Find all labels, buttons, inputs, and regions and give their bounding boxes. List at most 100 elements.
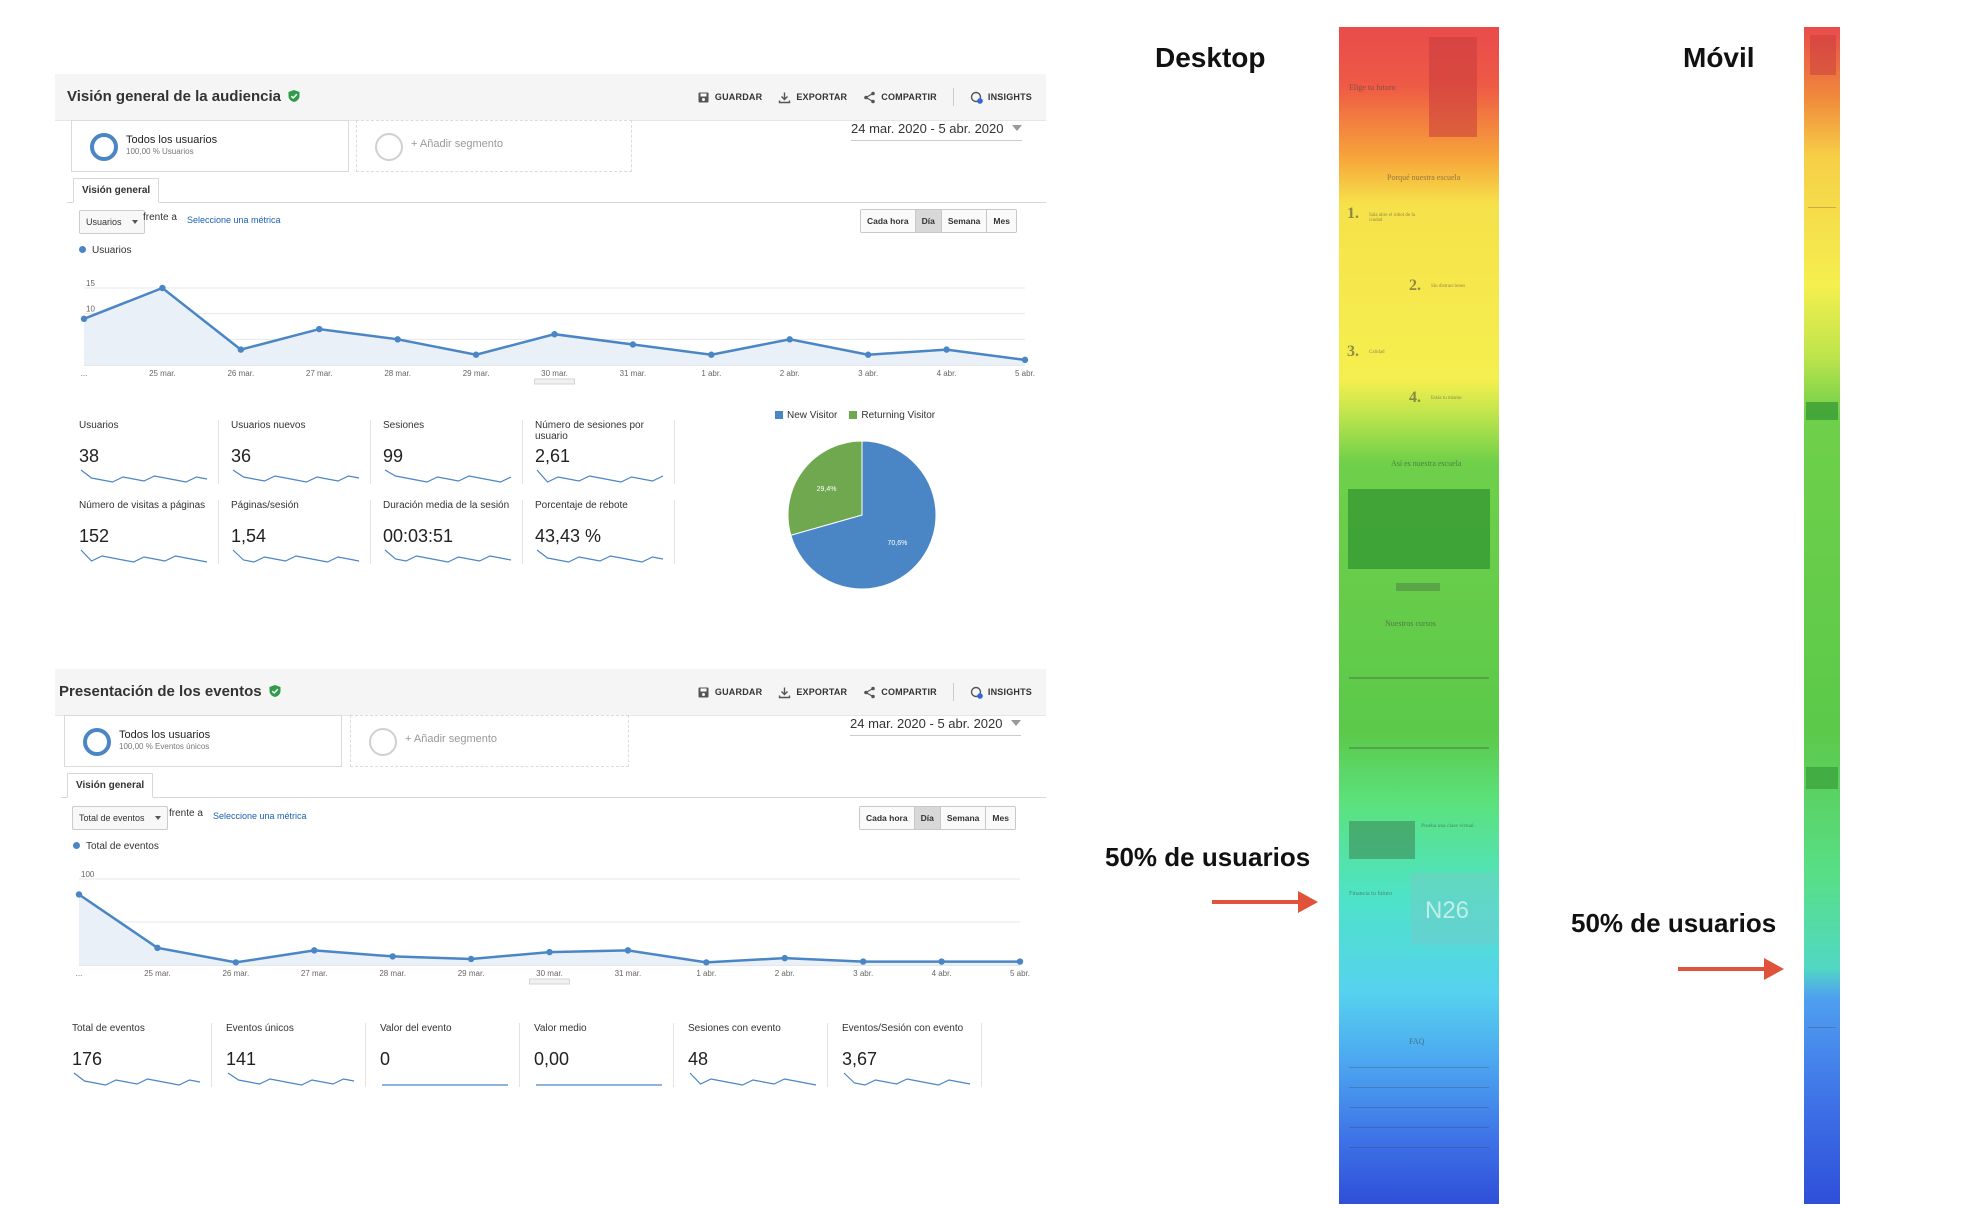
tab-overview[interactable]: Visión general — [73, 178, 160, 203]
granularity-day-button[interactable]: Día — [914, 210, 941, 232]
export-button[interactable]: EXPORTAR — [778, 91, 847, 104]
select-metric-link[interactable]: Seleccione una métrica — [187, 215, 281, 225]
data-point — [316, 325, 323, 333]
share-button[interactable]: COMPARTIR — [863, 91, 937, 104]
metric-value: 0 — [380, 1049, 391, 1069]
metric-card[interactable]: Total de eventos 176 — [72, 1023, 212, 1089]
save-button[interactable]: GUARDAR — [697, 91, 762, 104]
granularity-day-button[interactable]: Día — [913, 807, 940, 829]
sparkline-path — [536, 549, 664, 563]
granularity-hourly-button[interactable]: Cada hora — [860, 807, 914, 829]
line-chart: 50100...25 mar.26 mar.27 mar.28 mar.29 m… — [76, 870, 1030, 985]
insights-icon — [970, 91, 983, 104]
metric-label: Valor del evento — [380, 1023, 452, 1034]
metric-card[interactable]: Número de visitas a páginas 152 — [79, 500, 219, 566]
metric-divider — [519, 1023, 520, 1087]
school-heading: Así es nuestra escuela — [1391, 459, 1462, 468]
download-icon — [779, 92, 791, 103]
metric-card[interactable]: Páginas/sesión 1,54 — [231, 500, 371, 566]
insights-button[interactable]: INSIGHTS — [970, 91, 1032, 104]
metric-card[interactable]: Duración media de la sesión 00:03:51 — [383, 500, 523, 566]
sparkline-path — [536, 469, 664, 483]
step-3-text: Calidad — [1369, 350, 1385, 355]
faq-row — [1349, 1127, 1489, 1128]
faq-row — [1349, 1107, 1489, 1108]
date-range-text: 24 mar. 2020 - 5 abr. 2020 — [850, 716, 1003, 731]
tab-overview[interactable]: Visión general — [67, 773, 154, 798]
save-button[interactable]: GUARDAR — [697, 686, 762, 699]
metric-sparkline — [536, 1084, 662, 1086]
metric-divider — [370, 420, 371, 484]
x-tick-label: ... — [81, 369, 88, 378]
step-1-number: 1. — [1347, 205, 1359, 222]
date-range-text: 24 mar. 2020 - 5 abr. 2020 — [851, 121, 1004, 136]
segment-all-users[interactable]: Todos los usuarios 100,00 % Usuarios — [71, 120, 349, 172]
date-range-picker[interactable]: 24 mar. 2020 - 5 abr. 2020 — [851, 121, 1022, 141]
data-point — [232, 959, 240, 966]
granularity-toggle: Cada hora Día Semana Mes — [859, 806, 1016, 830]
data-point — [781, 954, 788, 962]
data-point — [859, 958, 867, 965]
data-point — [786, 336, 793, 343]
metric-sparkline — [232, 549, 360, 563]
data-point — [551, 331, 558, 338]
metric-card[interactable]: Porcentaje de rebote 43,43 % — [535, 500, 675, 566]
insights-button[interactable]: INSIGHTS — [970, 686, 1032, 699]
chart-resize-handle — [529, 978, 570, 985]
metric-card[interactable]: Eventos únicos 141 — [226, 1023, 366, 1089]
courses-heading: Nuestros cursos — [1385, 619, 1436, 628]
metric-divider — [827, 1023, 828, 1087]
pie-legend-returning: Returning Visitor — [849, 410, 935, 421]
share-icon — [864, 686, 876, 698]
pie-legend: New Visitor Returning Visitor — [775, 410, 935, 421]
share-button[interactable]: COMPARTIR — [863, 686, 937, 699]
metric-select[interactable]: Total de eventos — [72, 806, 168, 830]
metric-sparkline — [536, 469, 664, 483]
metric-card[interactable]: Usuarios 38 — [79, 420, 219, 486]
metric-select[interactable]: Usuarios — [79, 210, 145, 234]
x-tick-label: 30 mar. — [536, 969, 563, 978]
metric-card[interactable]: Valor del evento 0 — [380, 1023, 520, 1089]
granularity-month-button[interactable]: Mes — [985, 807, 1015, 829]
chart-legend: Usuarios — [79, 245, 131, 256]
add-segment-button[interactable]: + Añadir segmento — [350, 715, 629, 767]
share-label: COMPARTIR — [881, 687, 937, 697]
select-metric-link[interactable]: Seleccione una métrica — [213, 811, 307, 821]
verified-shield-icon — [269, 685, 281, 697]
n26-brand: N26 — [1425, 897, 1470, 924]
x-tick-label: 5 abr. — [1010, 969, 1030, 978]
mobile-arrow-icon — [1678, 958, 1784, 980]
data-point — [708, 351, 715, 358]
add-segment-button[interactable]: + Añadir segmento — [356, 120, 632, 172]
step-4-text: Estás tu mismo — [1431, 396, 1462, 401]
granularity-week-button[interactable]: Semana — [940, 210, 987, 232]
segment-ring-icon — [90, 133, 118, 161]
granularity-hourly-button[interactable]: Cada hora — [861, 210, 915, 232]
metric-card[interactable]: Sesiones con evento 48 — [688, 1023, 828, 1089]
granularity-week-button[interactable]: Semana — [939, 807, 986, 829]
metric-label: Usuarios nuevos — [231, 420, 306, 431]
granularity-month-button[interactable]: Mes — [986, 210, 1016, 232]
data-point — [1021, 356, 1029, 364]
course-row-2 — [1349, 747, 1489, 749]
sparkline-path — [384, 469, 512, 483]
metric-divider — [211, 1023, 212, 1087]
metric-value: 176 — [72, 1049, 103, 1069]
date-range-picker[interactable]: 24 mar. 2020 - 5 abr. 2020 — [850, 716, 1021, 736]
export-button[interactable]: EXPORTAR — [778, 686, 847, 699]
visitor-pie-chart: 70,6% 29,4% — [787, 440, 937, 590]
metric-sparkline — [232, 469, 360, 483]
legend-swatch-new — [775, 411, 783, 419]
metric-label: Porcentaje de rebote — [535, 500, 628, 511]
metric-card[interactable]: Sesiones 99 — [383, 420, 523, 486]
x-tick-label: 1 abr. — [701, 369, 721, 378]
segment-all-users[interactable]: Todos los usuarios 100,00 % Eventos únic… — [64, 715, 342, 767]
faq-row — [1349, 1087, 1489, 1088]
metric-card[interactable]: Valor medio 0,00 — [534, 1023, 674, 1089]
metric-card[interactable]: Número de sesiones por usuario 2,61 — [535, 420, 675, 486]
step-3-number: 3. — [1347, 343, 1359, 360]
legend-dot — [73, 842, 80, 849]
metric-card[interactable]: Eventos/Sesión con evento 3,67 — [842, 1023, 982, 1089]
verified-shield-icon — [288, 90, 300, 102]
metric-card[interactable]: Usuarios nuevos 36 — [231, 420, 371, 486]
